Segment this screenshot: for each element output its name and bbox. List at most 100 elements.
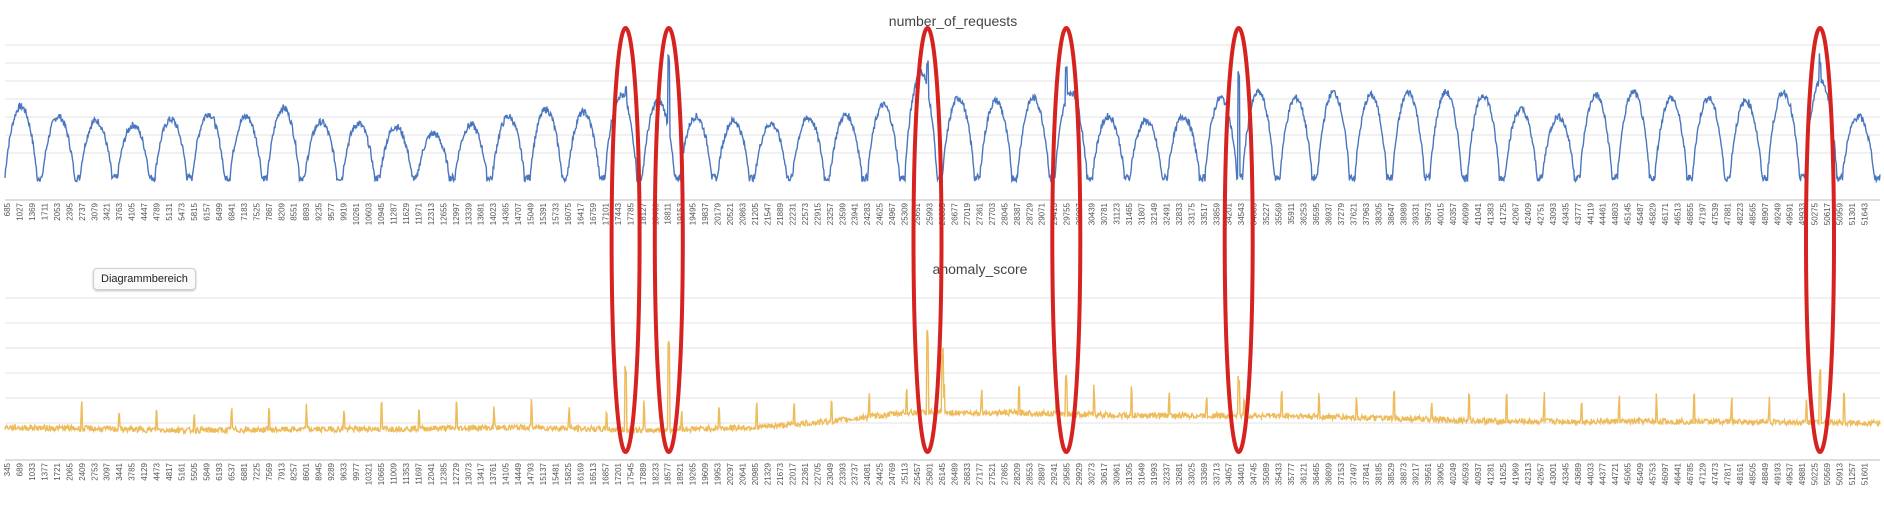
- x-tick-label: 35777: [1287, 462, 1296, 485]
- x-tick-label: 11353: [402, 462, 411, 484]
- x-tick-label: 22915: [813, 202, 822, 225]
- x-tick-label: 25801: [926, 462, 935, 485]
- x-tick-label: 23599: [838, 202, 847, 225]
- x-tick-label: 20297: [726, 462, 735, 485]
- x-tick-label: 31649: [1138, 462, 1147, 485]
- x-tick-label: 10665: [377, 462, 386, 485]
- x-tick-label: 10321: [365, 462, 374, 485]
- x-tick-label: 25113: [901, 462, 910, 484]
- x-tick-label: 40015: [1437, 202, 1446, 225]
- x-tick-label: 31305: [1125, 462, 1134, 485]
- x-tick-label: 20985: [751, 462, 760, 485]
- x-tick-label: 47129: [1699, 462, 1708, 485]
- x-tick-label: 46513: [1674, 202, 1683, 225]
- x-tick-label: 51601: [1861, 462, 1870, 485]
- x-tick-label: 37841: [1362, 462, 1371, 485]
- anomaly-series-line: [4, 329, 1881, 436]
- x-tick-label: 15481: [552, 462, 561, 485]
- x-tick-label: 16075: [564, 202, 573, 225]
- x-tick-label: 23393: [838, 462, 847, 485]
- x-tick-label: 45065: [1624, 462, 1633, 485]
- x-tick-label: 48223: [1736, 202, 1745, 225]
- x-tick-label: 3079: [90, 202, 99, 220]
- x-tick-label: 4447: [140, 202, 149, 220]
- x-tick-label: 32491: [1162, 202, 1171, 225]
- x-tick-label: 8601: [302, 462, 311, 480]
- x-tick-label: 4817: [165, 462, 174, 480]
- x-tick-label: 11971: [414, 202, 423, 224]
- x-tick-label: 38305: [1374, 202, 1383, 225]
- x-tick-label: 20641: [739, 462, 748, 485]
- x-tick-label: 41969: [1512, 462, 1521, 485]
- requests-x-tick-labels: 685 1027 1369 1711 2053 2395 2737 3079 3421 3763 4…: [3, 202, 1870, 225]
- x-tick-label: 27865: [1000, 462, 1009, 485]
- x-tick-label: 27521: [988, 462, 997, 485]
- x-tick-label: 18577: [664, 462, 673, 485]
- x-tick-label: 37621: [1349, 202, 1358, 225]
- x-tick-label: 21673: [776, 462, 785, 485]
- x-tick-label: 28897: [1038, 462, 1047, 485]
- x-tick-label: 40699: [1462, 202, 1471, 225]
- x-tick-label: 36465: [1312, 462, 1321, 485]
- x-tick-label: 48907: [1761, 202, 1770, 225]
- x-tick-label: 3097: [103, 462, 112, 480]
- x-tick-label: 15733: [552, 202, 561, 225]
- x-tick-label: 34057: [1225, 462, 1234, 485]
- x-tick-label: 2409: [78, 462, 87, 480]
- anomaly-highlight-ellipse: [1050, 26, 1083, 454]
- x-tick-label: 44119: [1586, 202, 1595, 224]
- anomaly-chart: anomaly_score 345 689 1033 1377 1721 2065 2409…: [3, 261, 1881, 485]
- x-tick-label: 28729: [1025, 202, 1034, 225]
- x-tick-label: 26677: [951, 202, 960, 225]
- x-tick-label: 26145: [938, 462, 947, 485]
- x-tick-label: 15049: [527, 202, 536, 225]
- x-tick-label: 40937: [1474, 462, 1483, 485]
- x-tick-label: 37279: [1337, 202, 1346, 225]
- anomaly-highlight-ellipses: [609, 26, 1836, 454]
- x-tick-label: 30439: [1088, 202, 1097, 225]
- x-tick-label: 24625: [876, 202, 885, 225]
- x-tick-label: 14105: [502, 462, 511, 485]
- x-tick-label: 29585: [1063, 462, 1072, 485]
- x-tick-label: 14707: [514, 202, 523, 225]
- x-tick-label: 11009: [390, 462, 399, 484]
- x-tick-label: 28553: [1025, 462, 1034, 485]
- requests-chart-title: number_of_requests: [889, 13, 1017, 29]
- x-tick-label: 19609: [701, 462, 710, 485]
- x-tick-label: 49591: [1786, 202, 1795, 225]
- x-tick-label: 6537: [227, 462, 236, 480]
- x-tick-label: 23049: [826, 462, 835, 485]
- anomaly-highlight-ellipse: [609, 26, 642, 454]
- x-tick-label: 27361: [975, 202, 984, 225]
- x-tick-label: 29071: [1038, 202, 1047, 225]
- x-tick-label: 34543: [1237, 202, 1246, 225]
- x-tick-label: 33517: [1200, 202, 1209, 225]
- x-tick-label: 5505: [190, 462, 199, 480]
- x-tick-label: 41625: [1499, 462, 1508, 485]
- x-tick-label: 4473: [153, 462, 162, 480]
- x-tick-label: 31807: [1138, 202, 1147, 225]
- x-tick-label: 7183: [240, 202, 249, 220]
- x-tick-label: 10261: [352, 202, 361, 225]
- x-tick-label: 38989: [1399, 202, 1408, 225]
- x-tick-label: 41383: [1487, 202, 1496, 225]
- x-tick-label: 48505: [1748, 462, 1757, 485]
- x-tick-label: 37153: [1337, 462, 1346, 485]
- x-tick-label: 42657: [1536, 462, 1545, 485]
- x-tick-label: 6157: [203, 202, 212, 220]
- x-tick-label: 13417: [477, 462, 486, 485]
- x-tick-label: 12385: [439, 462, 448, 485]
- x-tick-label: 34401: [1237, 462, 1246, 485]
- x-tick-label: 41041: [1474, 202, 1483, 225]
- x-tick-label: 46785: [1686, 462, 1695, 485]
- x-tick-label: 49881: [1798, 462, 1807, 485]
- x-tick-label: 32149: [1150, 202, 1159, 225]
- x-tick-label: 16759: [589, 202, 598, 225]
- x-tick-label: 42751: [1536, 202, 1545, 225]
- x-tick-label: 46171: [1661, 202, 1670, 225]
- x-tick-label: 12729: [452, 462, 461, 485]
- x-tick-label: 45409: [1636, 462, 1645, 485]
- x-tick-label: 36253: [1300, 202, 1309, 225]
- x-tick-label: 35433: [1275, 462, 1284, 485]
- x-tick-label: 3763: [115, 202, 124, 220]
